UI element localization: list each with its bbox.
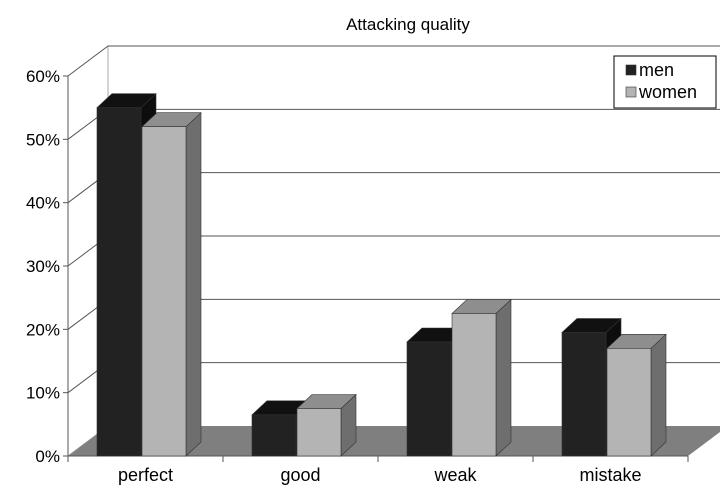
bar-front-women-mistake xyxy=(606,348,652,457)
chart-title: Attacking quality xyxy=(346,15,470,34)
y-tick-label: 50% xyxy=(26,130,60,149)
bar-women-good xyxy=(296,393,357,457)
x-tick-label-good: good xyxy=(280,465,320,485)
legend-swatch-women xyxy=(625,86,637,98)
y-tick-label: 40% xyxy=(26,194,60,213)
plot-floor xyxy=(68,426,720,456)
floor xyxy=(68,426,720,456)
bar-side-women-perfect xyxy=(185,111,202,457)
x-axis: perfect good weak mistake xyxy=(67,455,689,485)
bar-front-men-mistake xyxy=(561,332,607,457)
legend-swatch-men xyxy=(625,64,637,76)
bar-side-women-weak xyxy=(495,298,512,457)
y-axis: 0% 10% 20% 30% 40% 50% 60% xyxy=(26,67,69,466)
legend-label-women: women xyxy=(638,82,697,102)
bar-front-men-perfect xyxy=(96,107,142,457)
y-tick-label: 10% xyxy=(26,384,60,403)
bar-side-women-mistake xyxy=(650,333,667,457)
y-tick-label: 0% xyxy=(35,447,60,466)
x-tick-label-perfect: perfect xyxy=(118,465,173,485)
bars xyxy=(96,92,667,457)
x-tick-label-mistake: mistake xyxy=(579,465,641,485)
y-tick-label: 60% xyxy=(26,67,60,86)
y-tick-label: 30% xyxy=(26,257,60,276)
bar-women-mistake xyxy=(606,333,667,457)
legend-label-men: men xyxy=(639,60,674,80)
bar-women-weak xyxy=(451,298,512,457)
legend-box xyxy=(613,55,717,109)
gridline-60 xyxy=(67,45,720,77)
bar-women-perfect xyxy=(141,111,202,457)
x-tick-label-weak: weak xyxy=(433,465,477,485)
bar-front-men-good xyxy=(251,414,297,457)
bar-front-men-weak xyxy=(406,341,452,457)
bar-front-women-weak xyxy=(451,313,497,457)
y-tick-label: 20% xyxy=(26,320,60,339)
bar-front-women-good xyxy=(296,408,342,457)
bar-front-women-perfect xyxy=(141,126,187,457)
